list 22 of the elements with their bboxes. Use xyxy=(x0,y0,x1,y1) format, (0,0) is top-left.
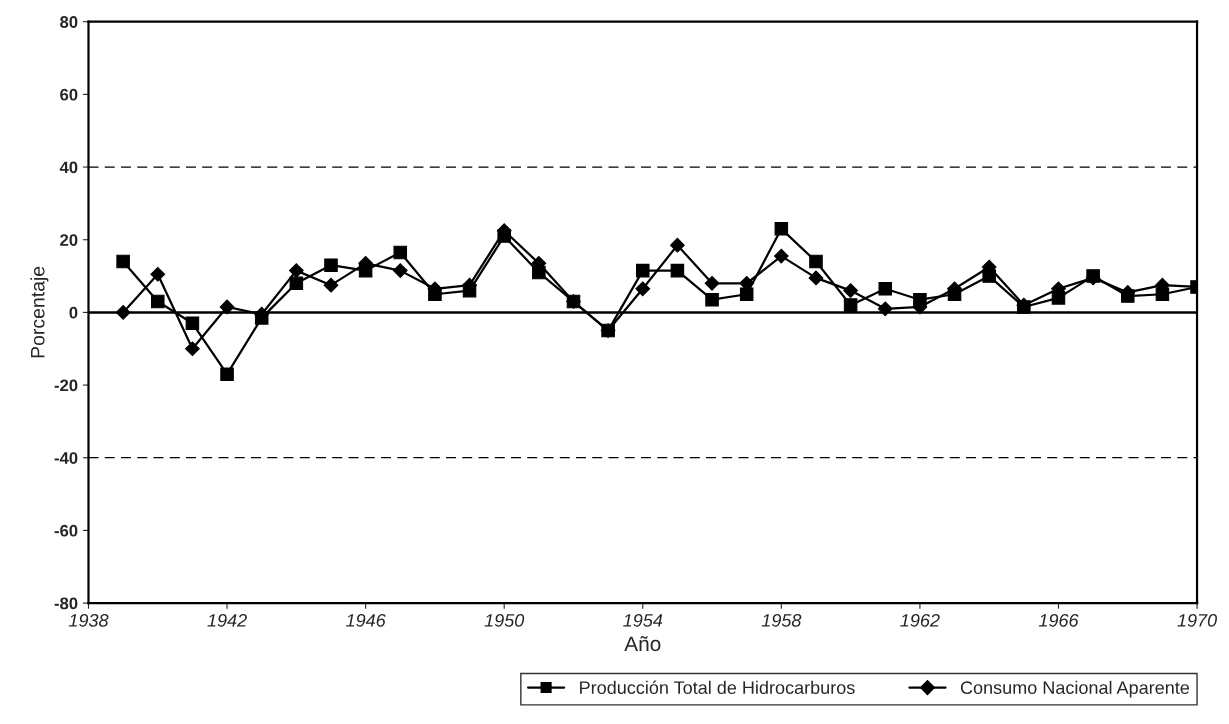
y-tick-label: -40 xyxy=(54,452,78,464)
y-tick-label: 40 xyxy=(59,161,78,174)
x-tick-label: 1970 xyxy=(1177,613,1217,627)
y-tick-label: -80 xyxy=(54,597,78,610)
x-tick-label: 1962 xyxy=(900,613,940,627)
y-tick-label: -60 xyxy=(54,524,78,537)
y-tick-label: 20 xyxy=(60,234,78,246)
x-tick-label: 1958 xyxy=(761,613,802,627)
x-tick-label: 1954 xyxy=(623,613,663,627)
legend-label: Producción Total de Hidrocarburos xyxy=(580,680,855,695)
y-tick-label: -20 xyxy=(54,379,78,392)
x-tick-label: 1938 xyxy=(68,613,109,627)
y-tick-label: 80 xyxy=(60,16,78,28)
x-tick-label: 1946 xyxy=(346,613,386,627)
y-tick-label: 0 xyxy=(69,306,78,319)
x-tick-label: 1966 xyxy=(1038,613,1079,627)
x-tick-label: 1942 xyxy=(207,613,247,627)
y-axis-title: Porcentaje xyxy=(30,266,49,358)
x-tick-label: 1950 xyxy=(484,613,525,627)
y-tick-label: 60 xyxy=(60,88,78,101)
x-axis-title: Año xyxy=(624,636,661,652)
legend-label: Consumo Nacional Aparente xyxy=(960,680,1190,698)
